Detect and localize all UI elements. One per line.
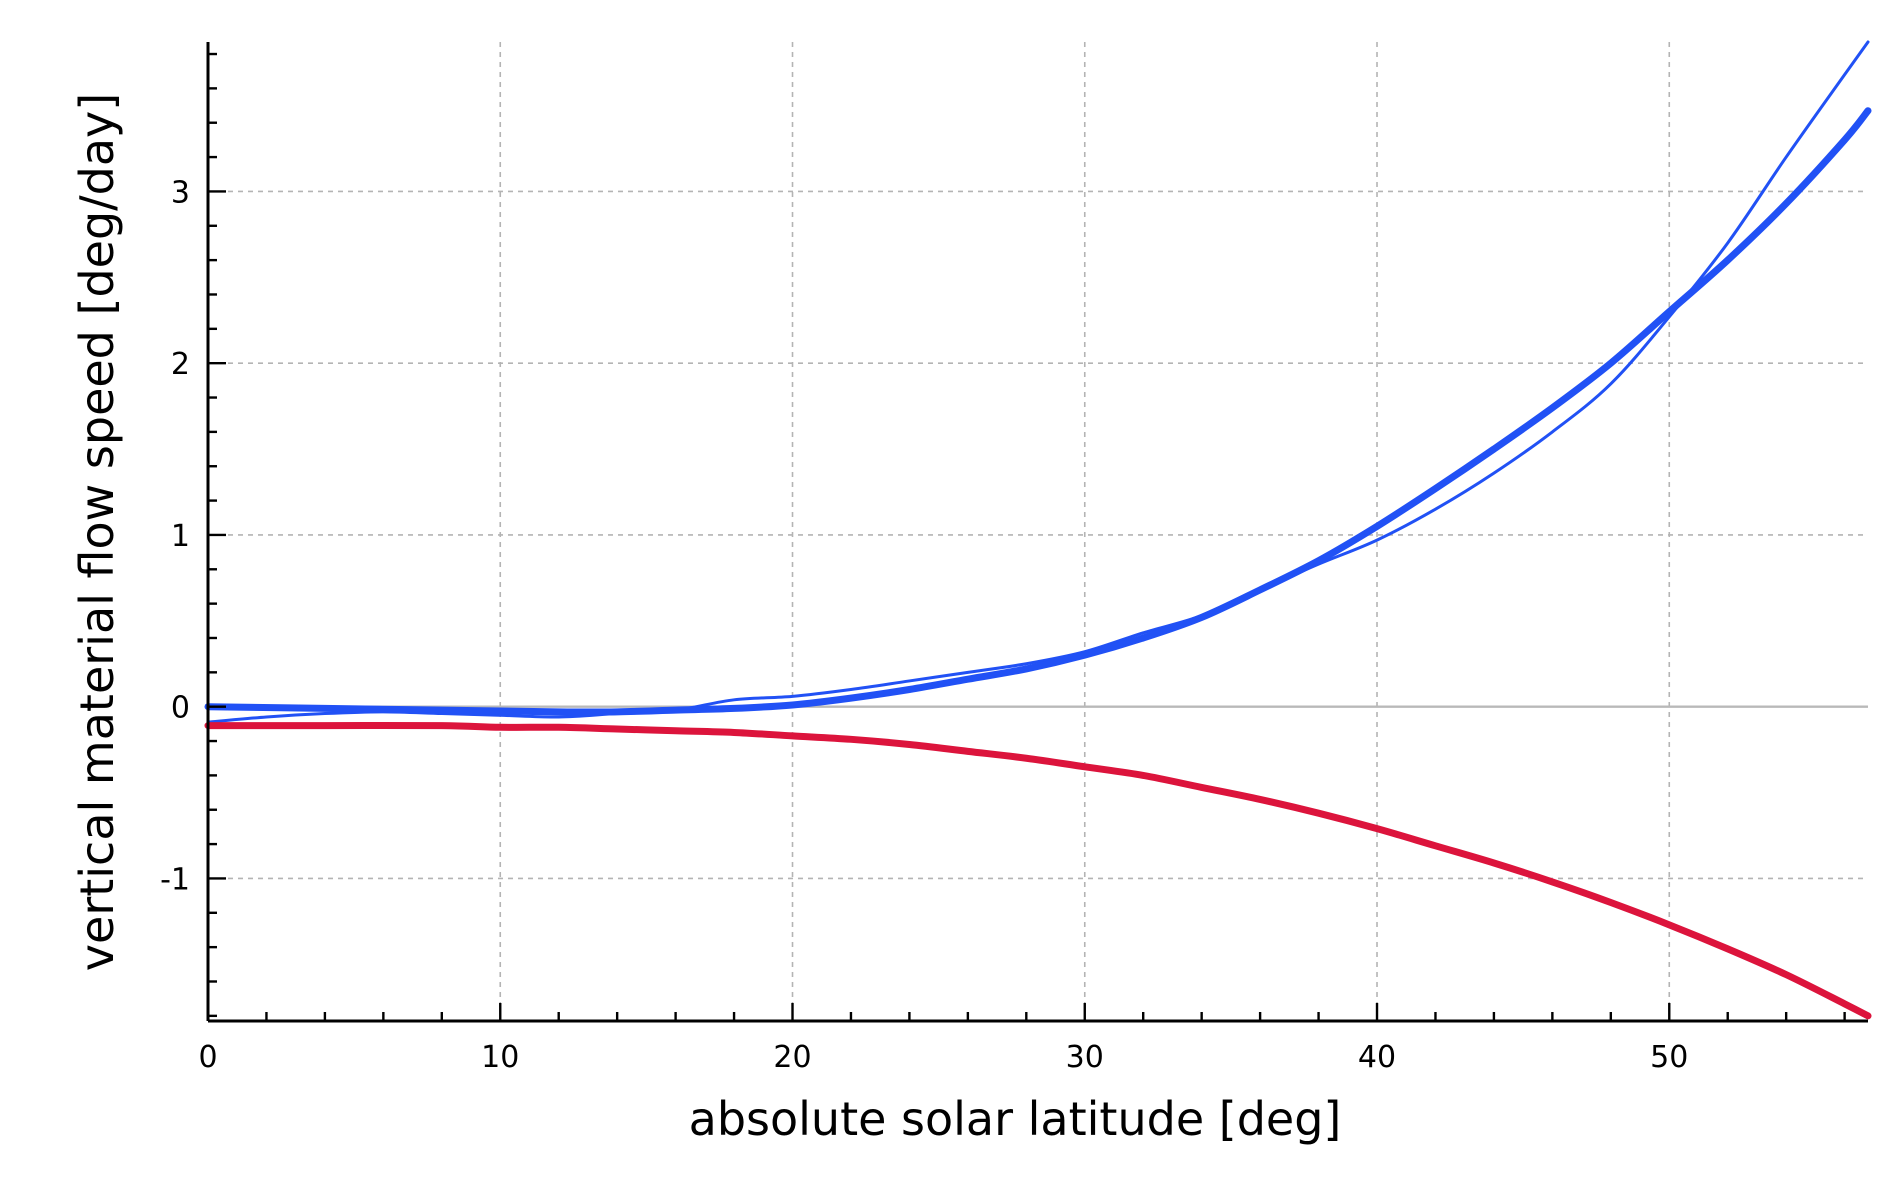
plot-series bbox=[204, 40, 1872, 1020]
x-tick-label: 20 bbox=[773, 1040, 811, 1075]
y-tick-label: 2 bbox=[171, 347, 190, 382]
series-line-2 bbox=[204, 107, 1872, 716]
axes bbox=[206, 42, 1868, 1023]
y-tick-label: 1 bbox=[171, 519, 190, 554]
y-tick-label: -1 bbox=[160, 862, 190, 897]
y-tick-label: 3 bbox=[171, 175, 190, 210]
x-tick-label: 10 bbox=[481, 1040, 519, 1075]
gridlines bbox=[208, 42, 1868, 1021]
x-tick-label: 40 bbox=[1358, 1040, 1396, 1075]
x-tick-label: 30 bbox=[1066, 1040, 1104, 1075]
y-axis-title: vertical material flow speed [deg/day] bbox=[70, 93, 124, 971]
x-axis-title: absolute solar latitude [deg] bbox=[689, 1092, 1342, 1146]
ticks: 0 10 20 30 40 50 -1 0 1 2 3 bbox=[160, 52, 1846, 1075]
series-line-3 bbox=[204, 721, 1872, 1020]
series-line-1 bbox=[206, 40, 1870, 724]
x-tick-label: 50 bbox=[1650, 1040, 1688, 1075]
x-tick-label: 0 bbox=[198, 1040, 217, 1075]
y-tick-label: 0 bbox=[171, 691, 190, 726]
